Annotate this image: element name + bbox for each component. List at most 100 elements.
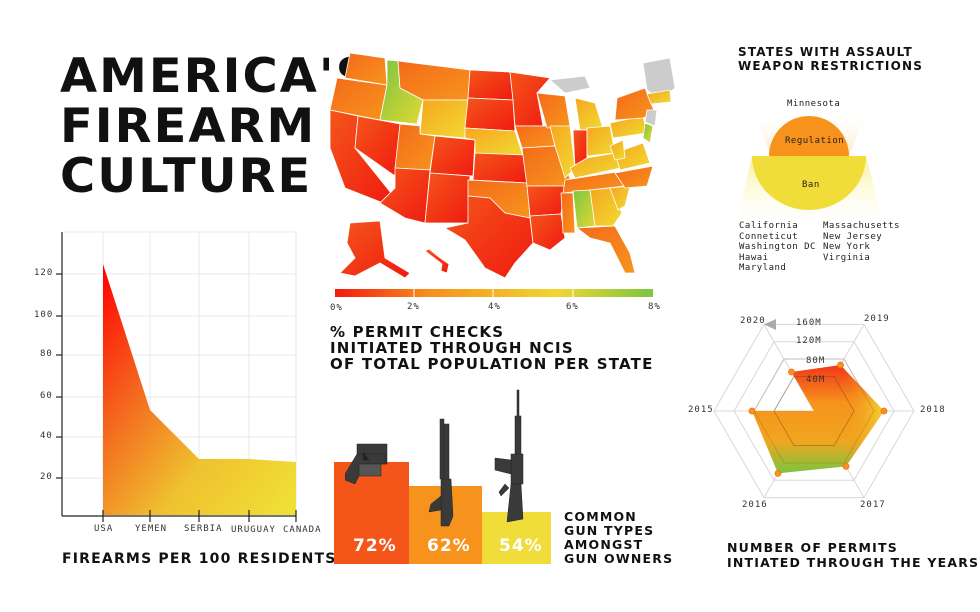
firearms-caption: FIREARMS PER 100 RESIDENTS bbox=[62, 551, 337, 567]
us-choropleth-map bbox=[329, 52, 675, 279]
state-ia bbox=[514, 125, 556, 149]
ban-state: Virginia bbox=[823, 252, 871, 263]
map-legend-bar bbox=[335, 289, 653, 297]
permits-radar-chart bbox=[713, 319, 915, 499]
axis-label-2018: 2018 bbox=[920, 405, 946, 415]
gun-silhouettes bbox=[345, 389, 524, 527]
permits-caption-line-2: INTIATED THROUGH THE YEARS bbox=[727, 555, 980, 570]
guns-title-line-1: COMMON bbox=[564, 509, 637, 524]
state-ms bbox=[560, 192, 576, 234]
restrictions-title-line-2: WEAPON RESTRICTIONS bbox=[738, 59, 924, 73]
legend-tick-0: 0% bbox=[330, 303, 343, 313]
state-wv bbox=[609, 139, 626, 161]
state-wy bbox=[419, 99, 469, 139]
guns-title-line-2: GUN TYPES bbox=[564, 523, 655, 538]
title-line-3: CULTURE bbox=[60, 149, 313, 204]
ban-state: Conneticut bbox=[739, 231, 799, 242]
point-2020 bbox=[788, 368, 795, 376]
restrictions-title-line-1: STATES WITH ASSAULT bbox=[738, 45, 913, 59]
axis-label-2017: 2017 bbox=[860, 500, 886, 510]
state-hi bbox=[424, 248, 450, 274]
arrow-icon bbox=[764, 319, 776, 330]
bar-value-rifle: 54% bbox=[499, 536, 543, 556]
state-ri-gray bbox=[644, 109, 658, 127]
y-tick-120: 120 bbox=[34, 268, 54, 278]
legend-tick-2: 2% bbox=[407, 302, 420, 312]
state-ar bbox=[526, 185, 566, 217]
x-tick-uruguay: URUGUAY bbox=[231, 525, 276, 535]
ring-label-80m: 80M bbox=[806, 356, 826, 366]
bar-value-handgun: 72% bbox=[353, 536, 397, 556]
x-tick-canada: CANADA bbox=[283, 525, 322, 535]
ring-label-160m: 160M bbox=[796, 318, 822, 328]
x-tick-serbia: SERBIA bbox=[184, 524, 223, 534]
ban-states-col1: California Conneticut Washington DC Hawa… bbox=[739, 221, 816, 274]
y-tick-40: 40 bbox=[40, 431, 53, 441]
rifle-icon bbox=[494, 389, 524, 523]
bar-value-shotgun: 62% bbox=[427, 536, 471, 556]
axis-label-2019: 2019 bbox=[864, 314, 890, 324]
state-ak bbox=[339, 220, 411, 279]
y-tick-100: 100 bbox=[34, 310, 54, 320]
firearms-area-chart bbox=[56, 231, 297, 522]
state-ks bbox=[472, 152, 528, 184]
regulation-label: Regulation bbox=[785, 136, 845, 146]
guns-title-line-4: GUN OWNERS bbox=[564, 551, 674, 566]
permits-caption: NUMBER OF PERMITS INTIATED THROUGH THE Y… bbox=[727, 540, 979, 570]
state-nc bbox=[614, 165, 654, 189]
guns-title: COMMON GUN TYPES AMONGST GUN OWNERS bbox=[564, 510, 673, 566]
axis-label-2015: 2015 bbox=[688, 405, 714, 415]
ban-state: Maryland bbox=[739, 263, 787, 273]
state-nm bbox=[424, 172, 471, 224]
x-tick-yemen: YEMEN bbox=[135, 524, 168, 534]
state-il bbox=[549, 125, 576, 179]
permits-caption-line-1: NUMBER OF PERMITS bbox=[727, 540, 898, 555]
state-mi-up bbox=[549, 75, 591, 94]
area-series bbox=[103, 264, 296, 515]
state-la bbox=[529, 213, 566, 251]
ring-label-120m: 120M bbox=[796, 336, 822, 346]
point-2016 bbox=[774, 470, 782, 477]
state-sd bbox=[464, 97, 516, 132]
map-title-line-1: % PERMIT CHECKS bbox=[330, 323, 505, 341]
main-title: AMERICA'S FIREARM CULTURE bbox=[60, 52, 372, 202]
ban-label: Ban bbox=[802, 180, 820, 190]
y-tick-20: 20 bbox=[40, 472, 53, 482]
point-2018 bbox=[880, 407, 888, 415]
state-oh bbox=[586, 125, 616, 157]
y-tick-60: 60 bbox=[40, 391, 53, 401]
axis-label-2020: 2020 bbox=[740, 316, 766, 326]
point-2017 bbox=[842, 463, 850, 470]
state-sc bbox=[609, 185, 631, 211]
regulation-semicircle bbox=[769, 116, 849, 156]
title-line-1: AMERICA'S bbox=[60, 49, 373, 104]
point-2015 bbox=[748, 407, 756, 415]
map-title-line-3: OF TOTAL POPULATION PER STATE bbox=[330, 355, 654, 373]
restrictions-title: STATES WITH ASSAULT WEAPON RESTRICTIONS bbox=[738, 45, 923, 73]
legend-tick-4: 4% bbox=[488, 302, 501, 312]
ban-state: Hawai bbox=[739, 252, 769, 263]
regulation-state: Minnesota bbox=[787, 99, 841, 109]
state-tx bbox=[444, 195, 534, 279]
point-2019 bbox=[837, 361, 844, 369]
ban-state: New York bbox=[823, 242, 871, 252]
ban-state: California bbox=[739, 221, 799, 231]
y-tick-80: 80 bbox=[40, 349, 53, 359]
ban-state: New Jersey bbox=[823, 231, 883, 242]
bar-rifle bbox=[482, 512, 551, 564]
legend-tick-8: 8% bbox=[648, 302, 661, 312]
legend-tick-6: 6% bbox=[566, 302, 579, 312]
guns-title-line-3: AMONGST bbox=[564, 537, 644, 552]
handgun-icon bbox=[345, 443, 388, 485]
state-nd bbox=[467, 69, 514, 101]
state-nj bbox=[642, 122, 654, 144]
ban-state: Massachusetts bbox=[823, 221, 900, 231]
state-az bbox=[379, 167, 431, 224]
state-fl bbox=[576, 225, 636, 274]
map-title: % PERMIT CHECKS INITIATED THROUGH NCIS O… bbox=[330, 324, 654, 372]
map-title-line-2: INITIATED THROUGH NCIS bbox=[330, 339, 574, 357]
title-line-2: FIREARM bbox=[60, 99, 317, 154]
shotgun-icon bbox=[428, 418, 454, 527]
axis-label-2016: 2016 bbox=[742, 500, 768, 510]
ring-label-40m: 40M bbox=[806, 375, 826, 385]
